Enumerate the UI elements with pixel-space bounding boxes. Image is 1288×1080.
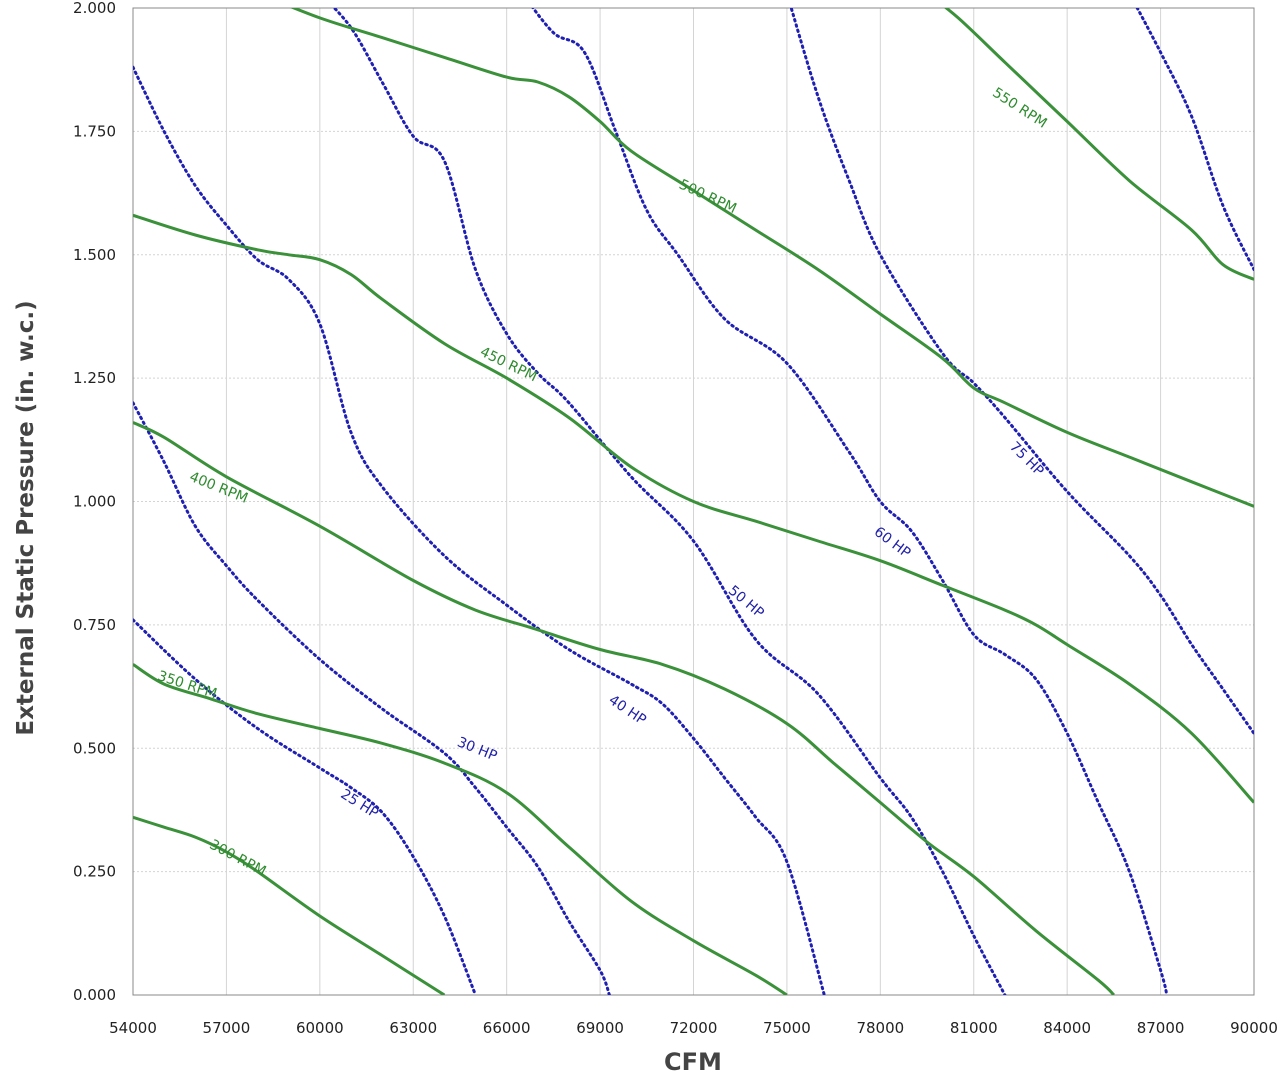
rpm-label-500-rpm: 500 RPM [676, 177, 738, 217]
y-tick-label: 1.000 [73, 493, 116, 511]
rpm-curves [133, 8, 1254, 995]
hp-curve-30-hp [133, 401, 611, 995]
hp-label-40-hp: 40 HP [606, 692, 649, 728]
hp-curve-unlabeled [1135, 8, 1254, 272]
rpm-curve-400-rpm [133, 421, 1115, 995]
x-tick-label: 81000 [950, 1019, 998, 1037]
plot-frame [132, 7, 1255, 996]
hp-curve-25-hp [133, 618, 477, 995]
hp-label-60-hp: 60 HP [871, 524, 914, 562]
rpm-label-300-rpm: 300 RPM [207, 837, 269, 880]
y-tick-label: 1.750 [73, 122, 116, 140]
y-tick-label: 1.500 [73, 246, 116, 264]
y-tick-label: 1.250 [73, 369, 116, 387]
hp-curve-75-hp [789, 8, 1254, 735]
x-tick-label: 63000 [389, 1019, 437, 1037]
hp-label-30-hp: 30 HP [455, 734, 499, 764]
x-tick-label: 57000 [203, 1019, 251, 1037]
x-tick-label: 54000 [109, 1019, 157, 1037]
hp-curve-50-hp [332, 8, 1007, 995]
x-axis-title: CFM [664, 1048, 722, 1076]
rpm-curve-300-rpm [133, 815, 446, 995]
x-tick-label: 72000 [670, 1019, 718, 1037]
x-tick-label: 75000 [763, 1019, 811, 1037]
rpm-curve-450-rpm [133, 213, 1254, 804]
y-tick-label: 0.500 [73, 739, 116, 757]
y-axis-title: External Static Pressure (in. w.c.) [13, 300, 39, 735]
y-tick-label: 0.750 [73, 616, 116, 634]
x-tick-label: 90000 [1230, 1019, 1278, 1037]
y-tick-labels: 0.000 0.250 0.500 0.750 1.000 1.250 1.500 1.750… [73, 0, 116, 1004]
rpm-curve-550-rpm [943, 8, 1254, 281]
x-tick-label: 60000 [296, 1019, 344, 1037]
x-tick-labels: 54000 57000 60000 63000 66000 69000 72000 75000… [109, 1019, 1278, 1037]
x-tick-label: 66000 [483, 1019, 531, 1037]
x-tick-label: 78000 [856, 1019, 904, 1037]
rpm-label-550-rpm: 550 RPM [989, 85, 1049, 132]
rpm-curve-350-rpm [133, 663, 788, 995]
rpm-curve-500-rpm [289, 8, 1254, 508]
y-tick-label: 2.000 [73, 0, 116, 17]
hp-label-25-hp: 25 HP [338, 786, 381, 821]
hp-curve-60-hp [531, 8, 1169, 995]
x-tick-label: 87000 [1137, 1019, 1185, 1037]
y-tick-label: 0.250 [73, 863, 116, 881]
y-tick-label: 0.000 [73, 986, 116, 1004]
hp-curve-40-hp [133, 65, 826, 995]
x-tick-label: 69000 [576, 1019, 624, 1037]
x-tick-label: 84000 [1043, 1019, 1091, 1037]
